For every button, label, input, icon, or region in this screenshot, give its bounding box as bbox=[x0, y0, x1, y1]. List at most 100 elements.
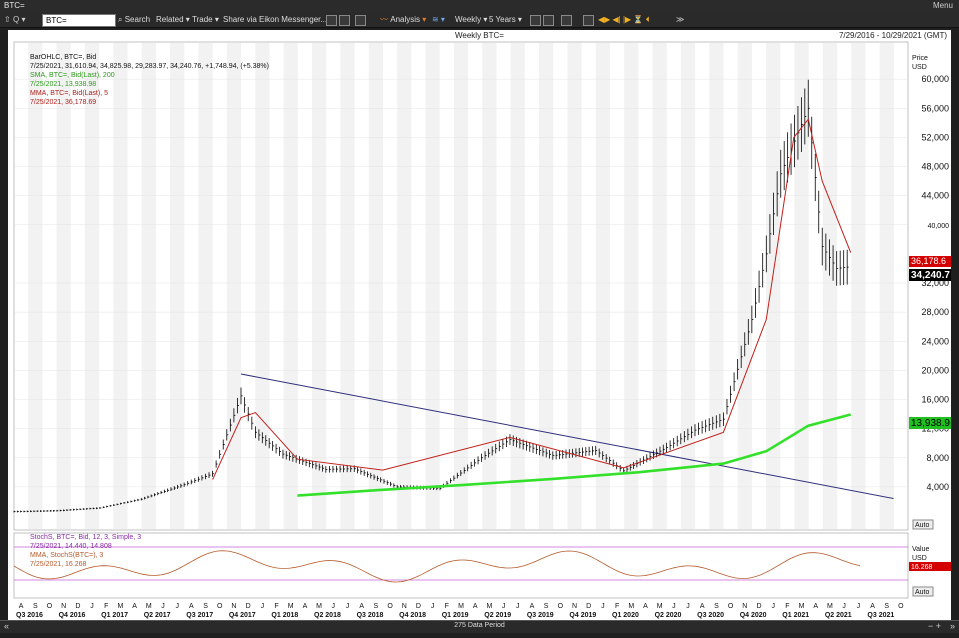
related-button[interactable]: Related ▾ bbox=[156, 15, 190, 24]
month-tick-label: M bbox=[458, 603, 464, 610]
menu-button[interactable]: Menu bbox=[932, 1, 953, 10]
ohlc-bars bbox=[13, 79, 849, 513]
folder-icon[interactable] bbox=[355, 15, 366, 26]
month-tick-label: J bbox=[842, 603, 846, 610]
quarter-tick-label: Q4 2016 bbox=[59, 612, 86, 619]
month-tick-label: M bbox=[628, 603, 634, 610]
compare-icon[interactable]: ≋ ▾ bbox=[432, 15, 445, 24]
period-select[interactable]: 5 Years ▾ bbox=[489, 15, 522, 24]
chart-type-icon[interactable] bbox=[530, 15, 541, 26]
month-tick-label: D bbox=[586, 603, 591, 610]
stoch-pane bbox=[13, 532, 909, 599]
month-stripe bbox=[28, 43, 43, 529]
month-tick-label: F bbox=[615, 603, 619, 610]
month-tick-label: S bbox=[203, 603, 208, 610]
month-tick-label: A bbox=[189, 603, 194, 610]
crosshair-icon[interactable] bbox=[561, 15, 572, 26]
interval-select[interactable]: Weekly ▾ bbox=[455, 15, 488, 24]
price-tick-label: 44,000 bbox=[921, 191, 949, 201]
quarter-tick-label: Q4 2017 bbox=[229, 612, 256, 619]
related-label: Related bbox=[156, 15, 184, 24]
month-stripe bbox=[567, 43, 582, 529]
month-tick-label: A bbox=[870, 603, 875, 610]
stoch-legend-1: StochS, BTC=, Bid, 12, 3, Simple, 3 bbox=[30, 534, 141, 541]
month-tick-label: N bbox=[402, 603, 407, 610]
legend-sma-name: SMA, BTC=, Bid(Last), 200 bbox=[30, 72, 115, 79]
month-stripe bbox=[312, 43, 327, 529]
zoom-minus-plus-icon[interactable]: − + bbox=[927, 621, 941, 631]
trendline[interactable] bbox=[240, 373, 894, 500]
quarter-tick-label: Q3 2020 bbox=[697, 612, 724, 619]
quarter-tick-label: Q2 2021 bbox=[825, 612, 852, 619]
more-icon[interactable]: ≫ bbox=[676, 15, 685, 24]
plot-area bbox=[13, 41, 909, 599]
share-button[interactable]: Share via Eikon Messenger... bbox=[223, 15, 328, 24]
month-tick-label: J bbox=[261, 603, 265, 610]
zoom-icon[interactable] bbox=[543, 15, 554, 26]
price-axis-unit: USD bbox=[912, 64, 927, 71]
month-tick-label: J bbox=[601, 603, 605, 610]
last-price-tag-label: 34,240.7 bbox=[911, 270, 950, 281]
chart-title: Weekly BTC= bbox=[455, 31, 504, 40]
price-auto-label: Auto bbox=[915, 522, 930, 529]
price-tick-label: 32,000 bbox=[921, 278, 949, 288]
analysis-button[interactable]: 〰 Analysis ▾ bbox=[380, 15, 427, 24]
pin-icon[interactable]: ⇧ bbox=[4, 15, 11, 24]
trade-label: Trade bbox=[192, 15, 213, 24]
trade-button[interactable]: Trade ▾ bbox=[192, 15, 219, 24]
time-axis-bg bbox=[14, 599, 908, 620]
price-auto-button[interactable] bbox=[912, 519, 934, 530]
price-tick-label: 20,000 bbox=[921, 365, 949, 375]
month-stripe bbox=[141, 43, 156, 529]
redo-icon[interactable] bbox=[339, 15, 350, 26]
stoch-axis-unit: USD bbox=[912, 555, 927, 562]
month-stripe bbox=[198, 43, 213, 529]
layout-icon[interactable] bbox=[583, 15, 594, 26]
search-label: Search bbox=[124, 15, 151, 24]
quarter-tick-label: Q1 2018 bbox=[271, 612, 298, 619]
legend-ohlc-name: BarOHLC, BTC=, Bid bbox=[30, 54, 96, 61]
analysis-label: Analysis bbox=[390, 15, 421, 24]
month-tick-label: J bbox=[502, 603, 506, 610]
ric-input[interactable]: BTC= bbox=[42, 14, 116, 27]
month-tick-label: M bbox=[288, 603, 294, 610]
undo-icon[interactable] bbox=[326, 15, 337, 26]
month-stripe bbox=[851, 43, 866, 529]
month-tick-label: A bbox=[813, 603, 818, 610]
month-tick-label: S bbox=[33, 603, 38, 610]
month-tick-label: J bbox=[672, 603, 676, 610]
month-stripe bbox=[822, 43, 838, 529]
month-stripe bbox=[170, 43, 185, 529]
stoch-line bbox=[13, 550, 861, 583]
scroll-left-icon[interactable]: « bbox=[4, 621, 10, 631]
price-tick-label: 40,000 bbox=[928, 223, 950, 230]
price-tick-label: 4,000 bbox=[926, 482, 949, 492]
month-tick-label: D bbox=[75, 603, 80, 610]
search-type-icon[interactable]: Q ▾ bbox=[13, 15, 26, 24]
scroll-right-icon[interactable]: » bbox=[949, 621, 955, 631]
price-axis-title: Price bbox=[912, 55, 928, 62]
navigation-icons[interactable]: ◀▶ ◀| |▶ ⏳ ⏴ bbox=[598, 15, 650, 24]
month-tick-label: F bbox=[785, 603, 789, 610]
last-price-tag bbox=[909, 269, 951, 281]
period-value: 5 Years bbox=[489, 15, 516, 24]
stoch-auto-button[interactable] bbox=[912, 586, 934, 597]
month-tick-label: M bbox=[118, 603, 124, 610]
price-axis-ticks: 60,000 56,000 52,000 48,000 44,000 40,000 32,0… bbox=[921, 74, 949, 492]
month-tick-label: O bbox=[387, 603, 393, 610]
month-tick-label: A bbox=[700, 603, 705, 610]
month-tick-label: J bbox=[332, 603, 336, 610]
search-button[interactable]: ⌕ Search bbox=[118, 15, 151, 24]
month-tick-label: J bbox=[857, 603, 861, 610]
price-tick-label: 52,000 bbox=[921, 132, 949, 142]
month-tick-label: N bbox=[61, 603, 66, 610]
stoch-axis-title: Value bbox=[912, 546, 929, 553]
quarter-tick-label: Q1 2020 bbox=[612, 612, 639, 619]
month-stripe bbox=[539, 43, 554, 529]
month-tick-label: A bbox=[359, 603, 364, 610]
month-stripe bbox=[510, 43, 525, 529]
month-stripe bbox=[84, 43, 100, 529]
month-tick-label: J bbox=[175, 603, 179, 610]
